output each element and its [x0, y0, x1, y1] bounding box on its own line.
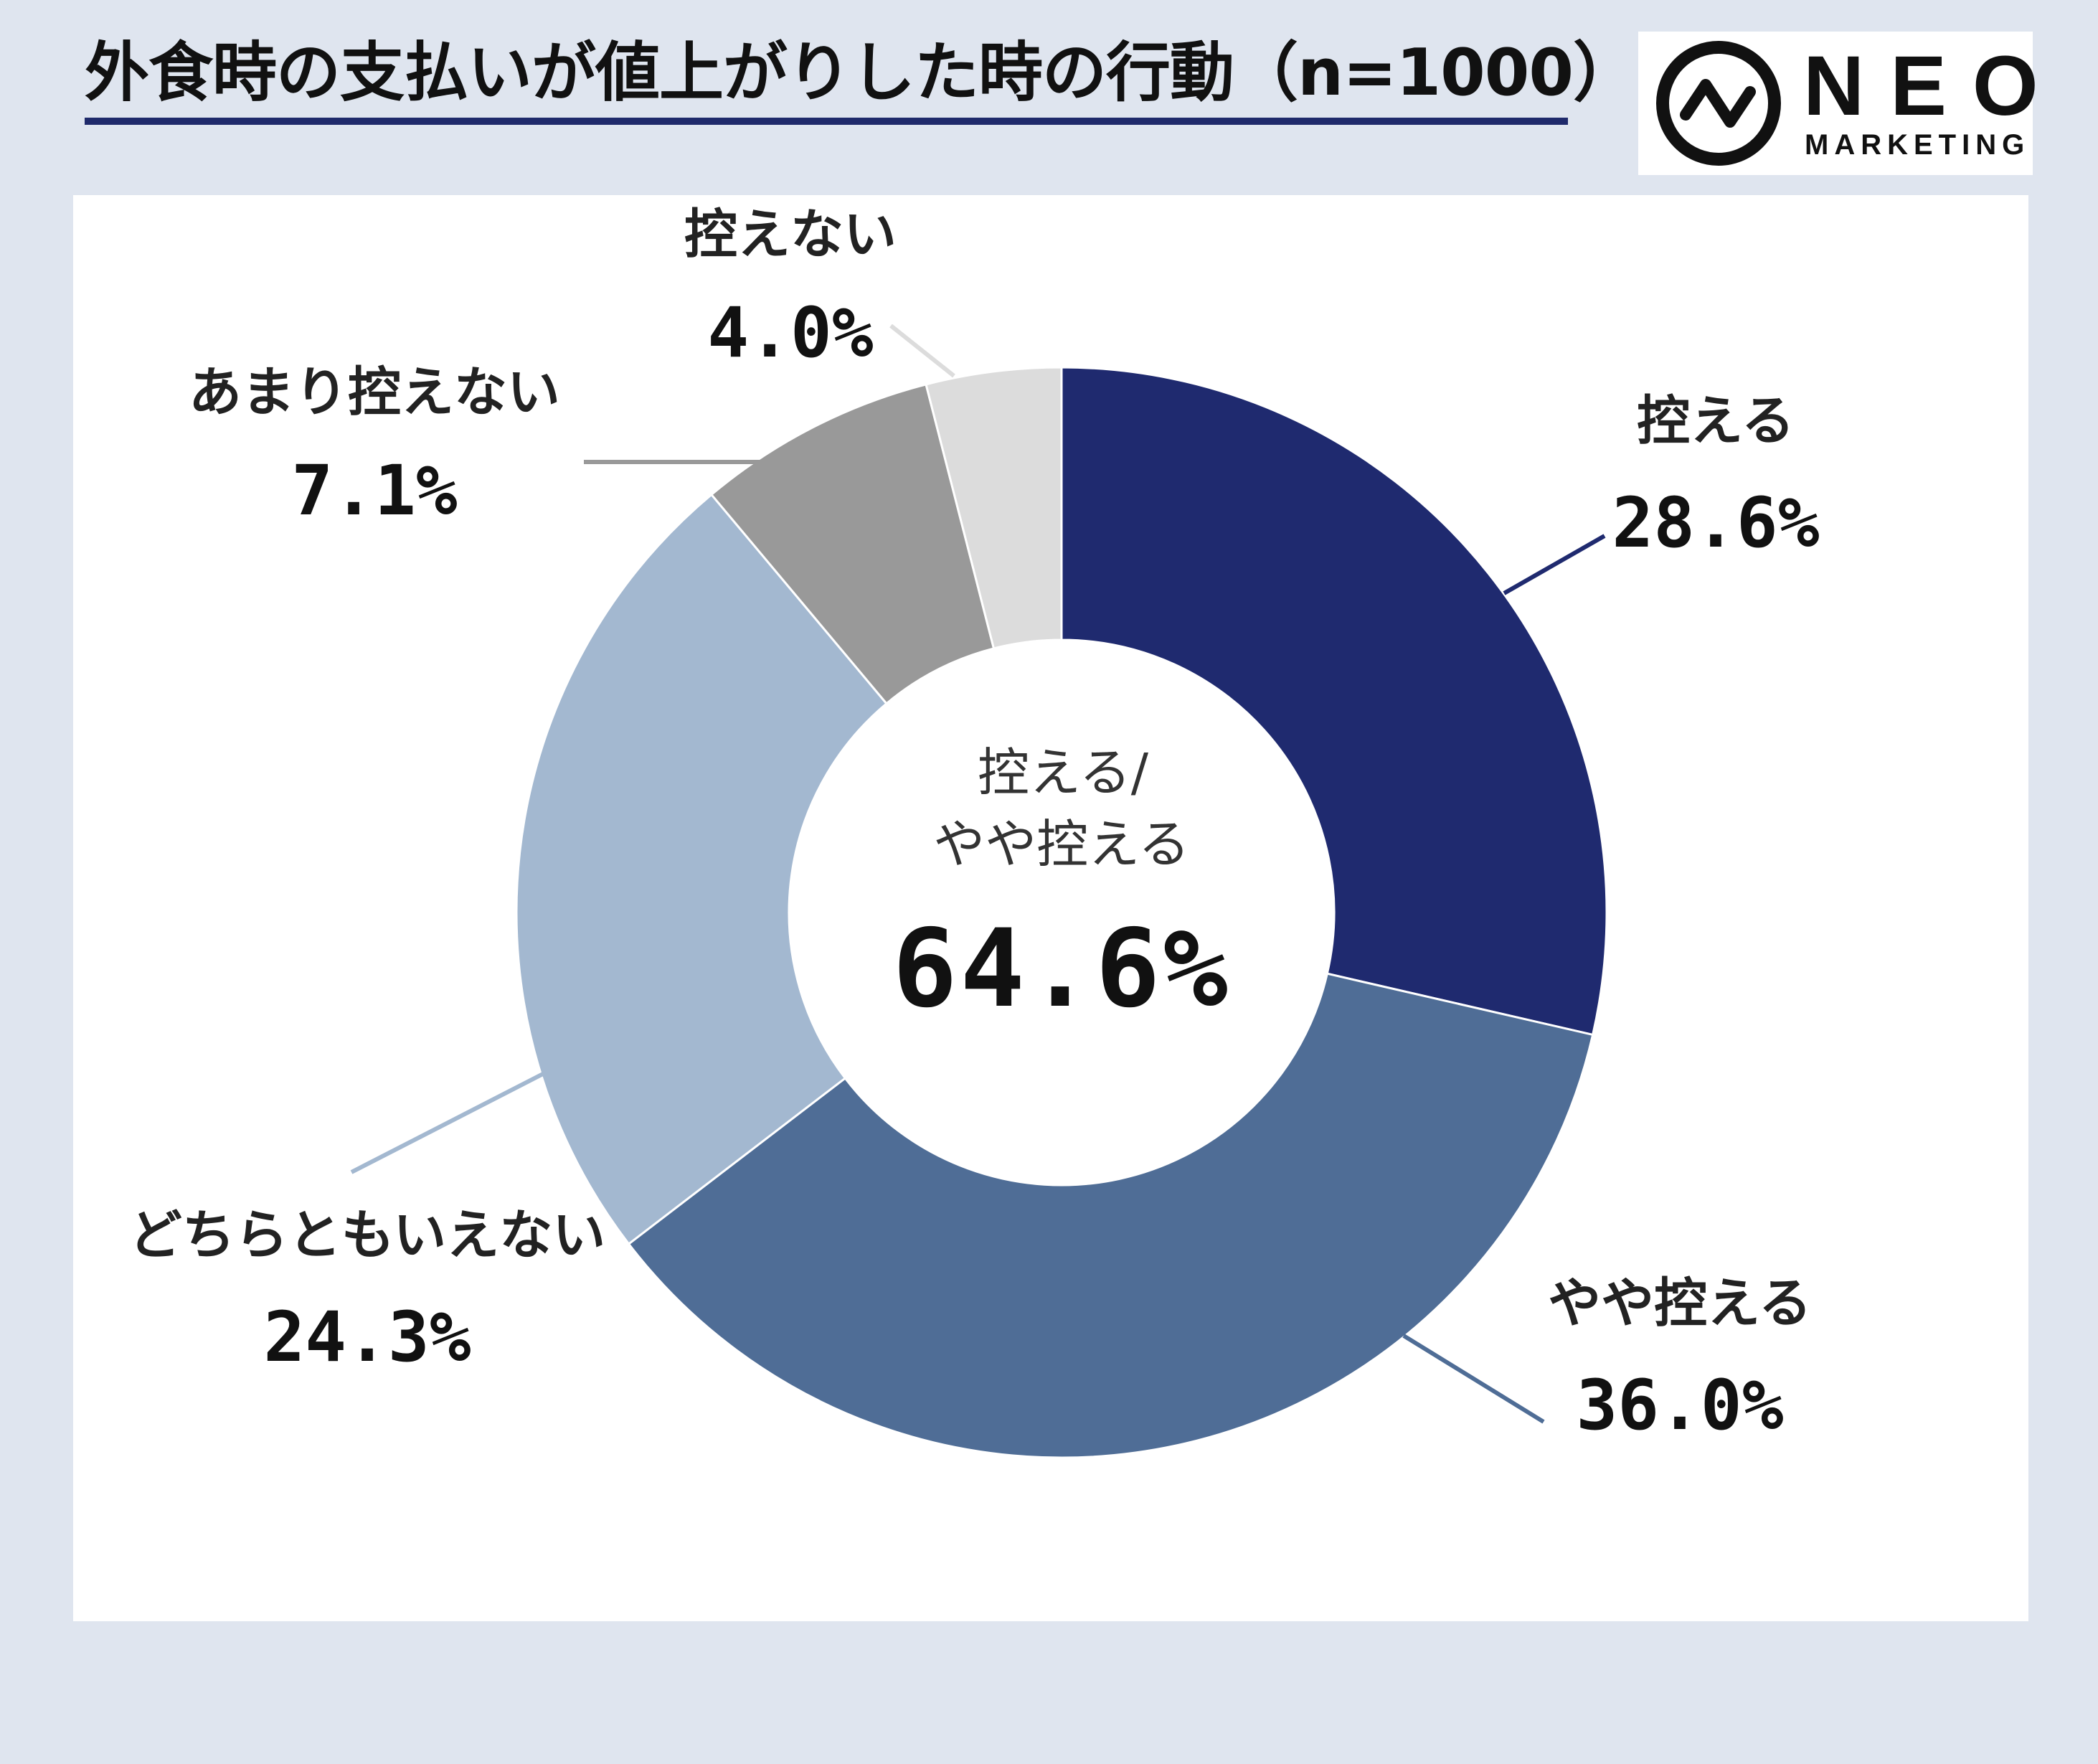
chart-panel: 控える 28.6% やや控える 36.0% どちらともいえない 24.3% あまり控えない 7… — [73, 195, 2028, 1621]
slice-1 — [1060, 366, 1608, 1037]
slice-value-label-4: 7.1% — [291, 451, 457, 531]
slice-category-label-1: 控える — [1637, 390, 1795, 452]
title-underline — [85, 118, 1568, 125]
slice-3 — [515, 493, 889, 1246]
logo-wordmark: NEO — [1803, 39, 2064, 133]
slice-value-label-5: 4.0% — [707, 293, 873, 373]
slice-category-label-3: どちらともいえない — [129, 1204, 606, 1266]
slice-category-label-4: あまり控えない — [189, 362, 560, 423]
center-caption-line2: やや控える — [933, 814, 1190, 874]
pulse-circle-icon — [1656, 41, 1781, 166]
center-total-value: 64.6% — [892, 907, 1231, 1032]
page-title: 外食時の支払いが値上がりした時の行動（n=1000） — [85, 35, 1638, 110]
leader-line-3 — [350, 1072, 544, 1174]
slice-category-label-2: やや控える — [1548, 1273, 1812, 1334]
slice-category-label-5: 控えない — [684, 204, 897, 265]
leader-line-1 — [1503, 534, 1606, 595]
slice-value-label-1: 28.6% — [1612, 483, 1820, 563]
donut-chart: 控える 28.6% やや控える 36.0% どちらともいえない 24.3% あまり控えない 7… — [129, 204, 1820, 1459]
slice-2 — [627, 972, 1594, 1459]
slice-value-label-3: 24.3% — [264, 1297, 471, 1377]
logo-subtitle: MARKETING — [1805, 129, 2031, 161]
slice-5 — [925, 366, 1063, 650]
slice-labels: 控える 28.6% やや控える 36.0% どちらともいえない 24.3% あまり控えない 7… — [129, 204, 1820, 1445]
logo: NEO MARKETING — [1638, 32, 2038, 175]
leader-lines — [350, 324, 1606, 1424]
leader-line-5 — [889, 324, 955, 378]
slice-value-label-2: 36.0% — [1577, 1365, 1784, 1445]
slices — [515, 366, 1608, 1459]
center-caption-line1: 控える/ — [978, 742, 1149, 803]
leader-line-2 — [1402, 1334, 1545, 1424]
